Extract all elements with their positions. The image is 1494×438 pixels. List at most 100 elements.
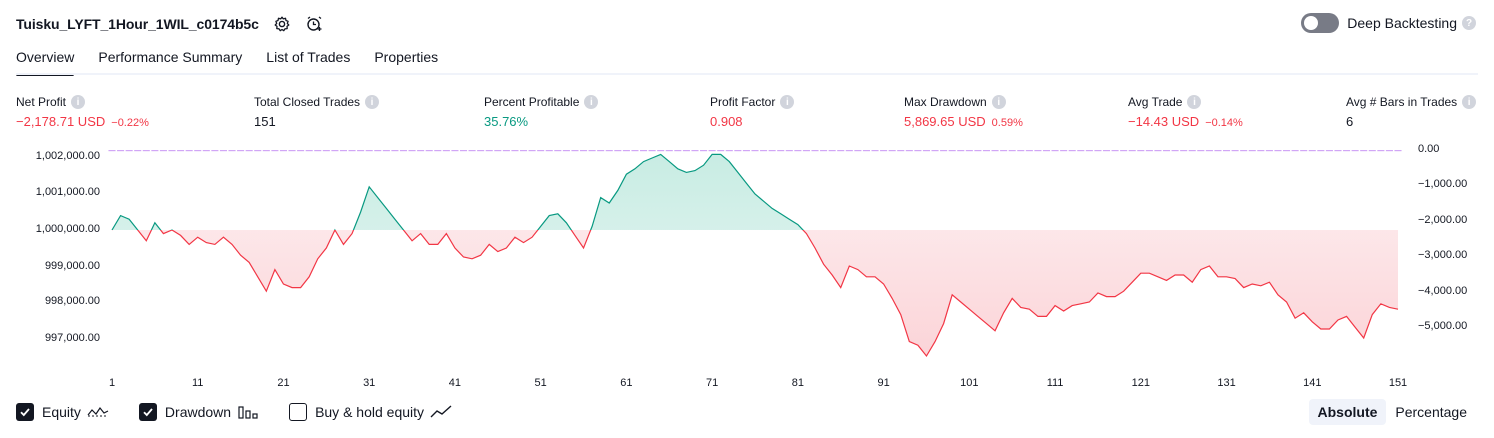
drawdown-bar xyxy=(357,150,365,152)
drawdown-bar xyxy=(965,150,973,152)
right-axis-tick: −2,000.00 xyxy=(1418,213,1468,226)
checkbox-checked-icon[interactable] xyxy=(138,403,157,421)
drawdown-bar xyxy=(297,150,305,152)
drawdown-bar xyxy=(1205,150,1213,152)
drawdown-bar xyxy=(554,150,562,152)
info-icon[interactable]: i xyxy=(1187,95,1202,109)
drawdown-bar xyxy=(211,150,219,152)
help-icon[interactable]: ? xyxy=(1462,16,1476,30)
drawdown-bar xyxy=(1008,150,1016,152)
info-icon[interactable]: i xyxy=(365,95,380,109)
drawdown-bar xyxy=(468,150,476,152)
drawdown-bar xyxy=(1385,150,1393,152)
checkbox-unchecked-icon[interactable] xyxy=(289,403,308,421)
equity-fill-positive xyxy=(112,154,1398,230)
tab-divider xyxy=(16,73,1478,75)
drawdown-bar xyxy=(1351,150,1359,152)
drawdown-bar xyxy=(271,150,279,152)
drawdown-bar xyxy=(494,150,502,152)
drawdown-bar xyxy=(640,150,648,152)
drawdown-bar xyxy=(134,150,142,152)
x-axis-tick: 101 xyxy=(960,377,979,389)
drawdown-bar xyxy=(477,150,485,152)
x-axis-tick: 151 xyxy=(1388,377,1408,389)
metric-label: Total Closed Trades xyxy=(254,95,361,109)
drawdown-bar xyxy=(974,150,982,152)
drawdown-bar xyxy=(777,150,785,152)
drawdown-bar xyxy=(108,150,116,152)
legend-label: Buy & hold equity xyxy=(315,404,425,420)
x-axis-tick: 1 xyxy=(108,377,116,389)
drawdown-bar xyxy=(622,150,630,152)
drawdown-bar xyxy=(665,150,673,152)
drawdown-bar xyxy=(982,150,991,152)
percentage-button[interactable]: Percentage xyxy=(1395,404,1467,420)
drawdown-bar xyxy=(1154,150,1162,152)
drawdown-bar xyxy=(1222,150,1231,152)
tab-properties[interactable]: Properties xyxy=(374,49,439,65)
info-icon[interactable]: i xyxy=(991,95,1006,109)
x-axis-tick: 51 xyxy=(534,377,547,389)
tab-list-of-trades[interactable]: List of Trades xyxy=(266,49,351,65)
drawdown-bar xyxy=(442,150,450,152)
drawdown-bar xyxy=(760,150,768,152)
info-icon[interactable]: i xyxy=(780,95,795,109)
drawdown-bar xyxy=(562,150,570,152)
alert-add-icon[interactable] xyxy=(305,15,323,33)
drawdown-bar xyxy=(1283,150,1291,152)
drawdown-bar xyxy=(1034,150,1042,152)
x-axis-tick: 61 xyxy=(620,377,633,389)
drawdown-bar xyxy=(1102,150,1111,152)
drawdown-bar xyxy=(1120,150,1128,152)
drawdown-bar xyxy=(897,150,905,152)
drawdown-bar xyxy=(1197,150,1205,152)
deep-backtesting-label: Deep Backtesting xyxy=(1347,15,1457,31)
drawdown-bar xyxy=(237,150,245,152)
drawdown-bar xyxy=(1111,150,1119,152)
drawdown-bar xyxy=(1068,150,1076,152)
x-axis-tick: 131 xyxy=(1217,377,1236,389)
deep-backtesting-toggle[interactable] xyxy=(1301,13,1340,33)
drawdown-bar xyxy=(1257,150,1265,152)
absolute-button[interactable]: Absolute xyxy=(1308,399,1387,425)
x-axis-tick: 71 xyxy=(706,377,719,389)
strategy-title: Tuisku_LYFT_1Hour_1WIL_c0174b5c xyxy=(16,16,259,32)
legend-label: Equity xyxy=(42,404,81,420)
drawdown-bar xyxy=(142,150,150,152)
metric-label: Max Drawdown xyxy=(904,95,987,109)
drawdown-bar xyxy=(502,150,510,152)
drawdown-bar xyxy=(1240,150,1248,152)
drawdown-bar xyxy=(682,150,690,152)
drawdown-bar xyxy=(1094,150,1102,152)
drawdown-bar xyxy=(1308,150,1316,152)
drawdown-bar xyxy=(1214,150,1222,152)
view-mode-toggle: Absolute Percentage xyxy=(1308,399,1477,425)
drawdown-bar xyxy=(1077,150,1085,152)
gear-icon[interactable] xyxy=(273,15,291,33)
drawdown-bar xyxy=(991,150,999,152)
info-icon[interactable]: i xyxy=(584,95,599,109)
left-axis-tick: 1,001,000.00 xyxy=(35,186,100,198)
drawdown-bar xyxy=(1368,150,1376,152)
drawdown-bar xyxy=(545,150,553,152)
drawdown-bar xyxy=(1051,150,1059,152)
equity-line-icon xyxy=(87,404,109,420)
legend-equity[interactable]: Equity xyxy=(16,403,109,421)
drawdown-bar xyxy=(331,150,339,152)
drawdown-bar xyxy=(1042,150,1051,152)
info-icon[interactable]: i xyxy=(1462,95,1477,109)
drawdown-bar xyxy=(177,150,185,152)
drawdown-bar xyxy=(1188,150,1196,152)
drawdown-bar xyxy=(374,150,382,152)
metric-max-drawdown: Max Drawdown i 5,869.65 USD 0.59% xyxy=(904,94,1023,130)
x-axis-tick: 11 xyxy=(192,377,204,389)
tab-performance-summary[interactable]: Performance Summary xyxy=(98,49,243,65)
legend-drawdown[interactable]: Drawdown xyxy=(138,403,259,421)
info-icon[interactable]: i xyxy=(71,95,86,109)
checkbox-checked-icon[interactable] xyxy=(16,403,34,421)
drawdown-bar xyxy=(434,150,442,152)
legend-buy-hold-equity[interactable]: Buy & hold equity xyxy=(289,403,452,421)
equity-line xyxy=(111,153,1399,358)
drawdown-bar xyxy=(485,150,493,152)
